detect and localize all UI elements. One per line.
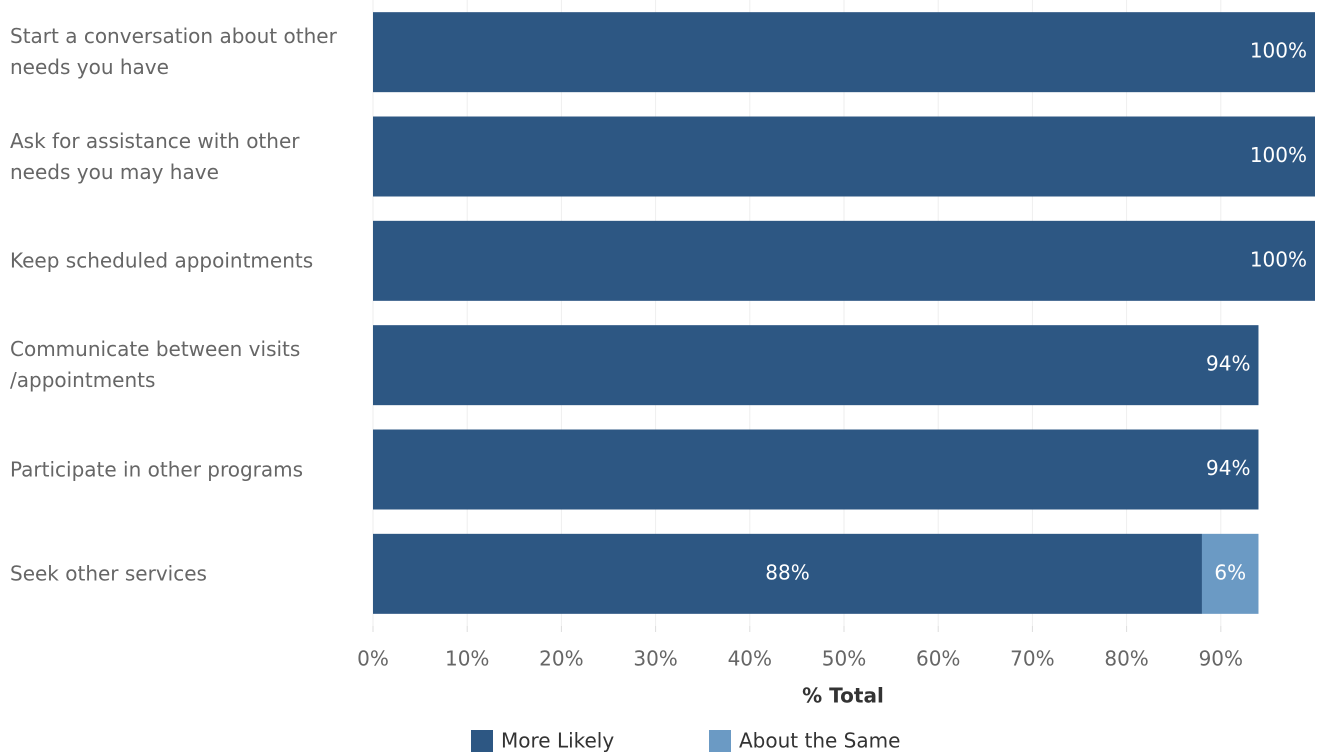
x-tick-label: 0% [357, 647, 389, 671]
x-tick-label: 90% [1199, 647, 1243, 671]
x-tick-label: 80% [1104, 647, 1148, 671]
legend-label: More Likely [501, 729, 614, 753]
x-tick-label: 40% [728, 647, 772, 671]
category-label: Seek other services [10, 561, 207, 586]
legend-swatch [709, 730, 731, 752]
bar [373, 429, 1259, 510]
x-tick-label: 20% [539, 647, 583, 671]
value-label: 94% [1206, 352, 1250, 376]
category-label: Keep scheduled appointments [10, 248, 314, 273]
x-tick-label: 70% [1010, 647, 1054, 671]
bar [373, 220, 1315, 301]
bar [373, 12, 1315, 93]
value-label: 100% [1250, 39, 1307, 63]
bar [373, 325, 1259, 406]
bar [373, 533, 1202, 614]
x-tick-label: 30% [633, 647, 677, 671]
x-axis-title: % Total [802, 684, 884, 708]
x-tick-label: 50% [822, 647, 866, 671]
category-label: Participate in other programs [10, 457, 304, 481]
x-tick-label: 10% [445, 647, 489, 671]
legend-label: About the Same [739, 729, 900, 753]
value-label: 94% [1206, 456, 1250, 480]
value-label: 6% [1214, 560, 1246, 584]
category-label: Start a conversation about other needs y… [10, 24, 337, 80]
bar [373, 116, 1315, 197]
x-tick-label: 60% [916, 647, 960, 671]
category-label: Ask for assistance with other needs you … [10, 128, 300, 184]
value-label: 100% [1250, 247, 1307, 271]
bar [1201, 533, 1259, 614]
value-label: 100% [1250, 143, 1307, 167]
legend-swatch [471, 730, 493, 752]
value-label: 88% [765, 560, 809, 584]
category-label: Communicate between visits /appointments [10, 337, 301, 393]
